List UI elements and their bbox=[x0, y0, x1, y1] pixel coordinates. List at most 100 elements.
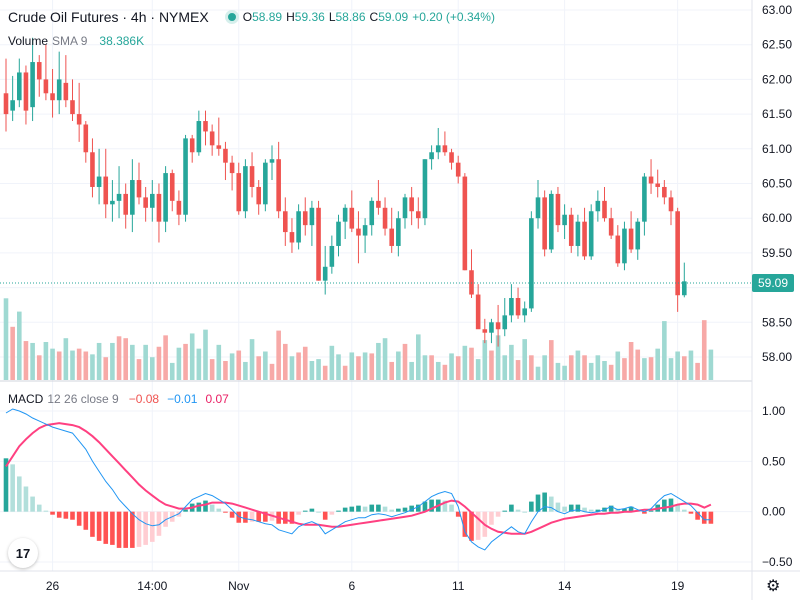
macd-histogram-bar bbox=[509, 504, 514, 512]
macd-histogram-bar bbox=[396, 508, 401, 512]
macd-tick-label: 0.00 bbox=[762, 505, 786, 519]
volume-bars bbox=[3, 298, 714, 380]
candle-body bbox=[316, 207, 321, 281]
volume-bar bbox=[482, 340, 488, 380]
macd-histogram-bar bbox=[256, 511, 261, 522]
volume-bar bbox=[329, 345, 335, 380]
macd-histogram-bar bbox=[143, 511, 148, 545]
price-tick-label: 60.50 bbox=[762, 177, 792, 191]
time-tick-label: 14:00 bbox=[137, 579, 167, 593]
macd-histogram-bar bbox=[429, 499, 434, 512]
volume-bar bbox=[688, 350, 694, 380]
volume-bar bbox=[429, 355, 434, 380]
volume-bar bbox=[223, 361, 228, 380]
price-tick-label: 62.50 bbox=[762, 38, 792, 52]
volume-bar bbox=[622, 358, 627, 380]
volume-bar bbox=[668, 358, 674, 380]
time-axis[interactable]: 26 14:00 Nov 6 11 14 19 bbox=[46, 579, 685, 593]
candle-body bbox=[43, 79, 49, 94]
macd-histogram-bar bbox=[628, 506, 634, 512]
candle-body bbox=[542, 197, 547, 250]
macd-histogram-bar bbox=[422, 501, 428, 512]
macd-histogram-bar bbox=[103, 511, 109, 544]
volume-bar bbox=[23, 341, 29, 380]
macd-histogram-bar bbox=[549, 496, 554, 512]
gear-icon[interactable]: ⚙ bbox=[766, 578, 781, 595]
candle-body bbox=[10, 100, 15, 111]
price-axis[interactable]: 63.00 62.50 62.00 61.50 61.00 60.50 60.00 59.50… bbox=[762, 3, 792, 364]
macd-histogram-bar bbox=[130, 511, 135, 548]
volume-bar bbox=[382, 338, 388, 380]
macd-histogram-bar bbox=[283, 511, 288, 524]
volume-bar bbox=[336, 354, 341, 380]
macd-histogram-bar bbox=[529, 501, 534, 512]
macd-histogram-bar bbox=[682, 509, 687, 512]
volume-bar bbox=[10, 326, 15, 380]
candle-body bbox=[336, 221, 341, 246]
macd-histogram-bar bbox=[249, 511, 255, 522]
candle-body bbox=[309, 207, 315, 226]
macd-signal-value: −0.01 bbox=[167, 392, 198, 406]
volume-bar bbox=[422, 355, 428, 380]
candle-body bbox=[469, 270, 474, 295]
volume-bar bbox=[628, 342, 634, 380]
candle-body bbox=[635, 221, 641, 250]
price-grid bbox=[0, 0, 752, 571]
macd-histogram-bar bbox=[209, 504, 215, 512]
macd-histogram-bar bbox=[376, 504, 381, 512]
volume-legend[interactable]: Volume SMA 9 38.386K bbox=[8, 34, 148, 48]
price-tick-label: 62.00 bbox=[762, 72, 792, 86]
macd-histogram-bar bbox=[36, 504, 42, 512]
macd-histogram-bar bbox=[382, 506, 388, 512]
macd-lines bbox=[5, 408, 712, 551]
candle-body bbox=[30, 62, 35, 108]
volume-bar bbox=[462, 345, 468, 380]
candle-body bbox=[183, 138, 188, 215]
macd-histogram-bar bbox=[708, 511, 714, 524]
macd-histogram-bar bbox=[648, 510, 654, 512]
candle-body bbox=[502, 315, 508, 330]
volume-bar bbox=[316, 359, 321, 380]
macd-axis[interactable]: 1.00 0.50 0.00 −0.50 bbox=[762, 404, 793, 569]
macd-histogram-bar bbox=[196, 502, 202, 512]
volume-bar bbox=[562, 365, 567, 380]
volume-bar bbox=[708, 349, 714, 380]
macd-histogram-bar bbox=[63, 511, 69, 519]
macd-histogram-bar bbox=[83, 511, 89, 530]
candle-body bbox=[575, 221, 581, 246]
volume-bar bbox=[555, 362, 561, 380]
volume-bar bbox=[648, 357, 654, 380]
macd-histogram-bar bbox=[329, 511, 335, 515]
macd-legend[interactable]: MACD 12 26 close 9 −0.08 −0.01 0.07 bbox=[8, 392, 233, 406]
ohlc-close-label: C bbox=[369, 10, 379, 24]
candlesticks[interactable] bbox=[3, 37, 687, 347]
macd-histogram-bar bbox=[449, 504, 454, 512]
candle-body bbox=[648, 176, 654, 184]
candle-body bbox=[682, 281, 687, 296]
tradingview-logo-icon[interactable]: 17 bbox=[8, 538, 38, 568]
candle-body bbox=[90, 152, 95, 187]
macd-histogram-bar bbox=[362, 506, 368, 512]
candle-body bbox=[130, 180, 135, 215]
macd-label[interactable]: MACD bbox=[8, 392, 44, 406]
volume-label[interactable]: Volume bbox=[8, 34, 49, 48]
candle-body bbox=[602, 200, 607, 219]
time-tick-label: 26 bbox=[46, 579, 60, 593]
macd-histogram-bar bbox=[10, 464, 15, 512]
symbol-title[interactable]: Crude Oil Futures · 4h · NYMEX bbox=[8, 9, 209, 25]
macd-histogram-bar bbox=[30, 496, 35, 512]
volume-bar bbox=[575, 350, 581, 380]
candle-body bbox=[435, 145, 441, 153]
volume-bar bbox=[349, 352, 355, 380]
volume-bar bbox=[356, 356, 361, 380]
volume-bar bbox=[675, 351, 680, 380]
volume-bar bbox=[608, 364, 614, 380]
macd-histogram-bar bbox=[23, 486, 29, 512]
ohlc-low-value: 58.86 bbox=[335, 10, 366, 24]
volume-bar bbox=[30, 342, 35, 380]
candle-body bbox=[123, 193, 128, 215]
volume-bar bbox=[243, 361, 248, 380]
volume-bar bbox=[582, 355, 587, 380]
